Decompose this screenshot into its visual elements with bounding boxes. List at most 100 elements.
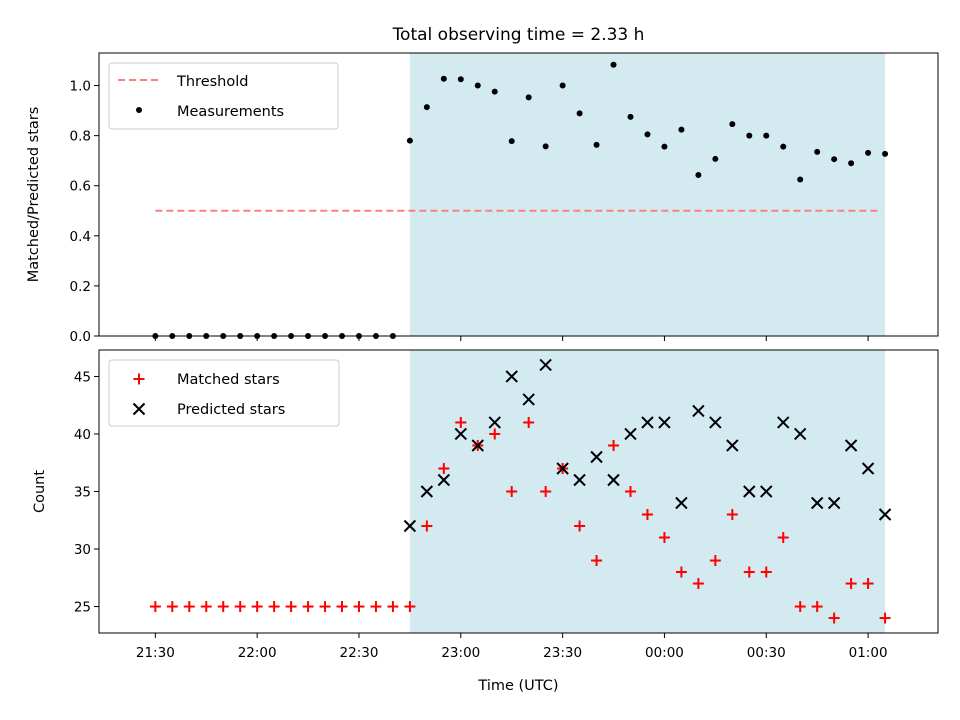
predicted-star-point xyxy=(624,427,637,441)
matched-star-point xyxy=(149,601,161,613)
matched-star-point xyxy=(692,578,704,590)
bottom-plot-area xyxy=(149,358,892,624)
matched-star-point xyxy=(760,566,772,578)
predicted-star-point xyxy=(675,496,688,510)
matched-star-point xyxy=(455,416,467,428)
x-tick-label: 23:30 xyxy=(543,645,582,661)
matched-star-point xyxy=(438,462,450,474)
x-tick-label: 22:00 xyxy=(238,645,277,661)
bottom-legend: Matched stars Predicted stars xyxy=(108,359,340,427)
predicted-star-point xyxy=(488,416,501,429)
matched-star-point xyxy=(608,439,620,451)
legend-matched-swatch xyxy=(133,373,145,385)
measurement-point xyxy=(746,132,753,139)
measurement-point xyxy=(848,160,855,167)
y-tick-label: 25 xyxy=(74,600,91,616)
bottom-legend-box xyxy=(108,359,340,427)
matched-star-point xyxy=(845,578,857,590)
measurement-point xyxy=(474,82,481,89)
legend-matched-label: Matched stars xyxy=(177,372,280,388)
measurement-point xyxy=(508,138,515,145)
y-tick-label: 0.0 xyxy=(70,329,91,345)
measurement-point xyxy=(457,76,464,83)
y-tick-label: 0.4 xyxy=(70,229,91,245)
predicted-star-point xyxy=(403,519,417,533)
measurement-point xyxy=(780,143,787,150)
matched-star-point xyxy=(285,601,297,613)
legend-measurements-swatch xyxy=(136,107,142,113)
matched-star-point xyxy=(658,532,670,544)
matched-star-point xyxy=(540,486,552,497)
matched-star-point xyxy=(828,612,840,624)
legend-plus-marker xyxy=(133,373,145,385)
measurement-point xyxy=(678,126,685,133)
measurement-point xyxy=(661,143,668,150)
top-legend-box xyxy=(108,62,339,130)
y-tick-label: 30 xyxy=(74,542,91,558)
matched-star-point xyxy=(404,601,416,613)
bottom-y-axis-label: Count xyxy=(32,470,48,513)
x-tick-label: 22:30 xyxy=(340,645,379,661)
matched-star-point xyxy=(234,601,246,613)
y-tick-label: 0.8 xyxy=(70,129,91,145)
measurement-point xyxy=(831,156,838,163)
measurement-point xyxy=(712,155,719,162)
y-tick-label: 0.6 xyxy=(70,179,91,195)
measurement-point xyxy=(559,82,566,89)
y-tick-label: 0.2 xyxy=(70,279,91,295)
predicted-star-point xyxy=(827,496,841,510)
matched-star-point xyxy=(675,566,687,578)
top-x-axis xyxy=(154,336,869,341)
matched-star-point xyxy=(777,532,789,544)
x-tick-label: 00:30 xyxy=(747,645,786,661)
measurement-point xyxy=(882,150,889,157)
measurement-point xyxy=(576,110,583,117)
x-axis-label: Time (UTC) xyxy=(477,678,558,694)
measurement-point xyxy=(525,94,532,101)
matched-star-point xyxy=(625,486,637,497)
y-tick-label: 35 xyxy=(74,485,91,501)
measurement-point xyxy=(644,131,651,138)
legend-x-marker xyxy=(132,402,146,416)
measurement-point xyxy=(797,176,804,183)
measurement-point xyxy=(406,137,413,144)
predicted-star-point xyxy=(454,427,468,441)
predicted-star-point xyxy=(760,485,773,498)
matched-star-point xyxy=(387,601,399,613)
x-tick-label: 01:00 xyxy=(849,645,888,661)
predicted-star-point xyxy=(844,439,858,452)
measurement-point xyxy=(440,75,447,82)
matched-star-point xyxy=(319,601,331,613)
measurement-point xyxy=(865,149,872,156)
matched-star-point xyxy=(200,601,212,613)
matched-star-point xyxy=(726,509,738,521)
matched-star-point xyxy=(336,601,348,613)
legend-threshold-label: Threshold xyxy=(176,74,248,90)
predicted-star-point xyxy=(522,393,535,406)
matched-star-point xyxy=(302,601,314,613)
matched-star-point xyxy=(879,612,891,624)
top-axes-frame xyxy=(98,52,939,337)
bottom-y-axis: 25 30 35 40 45 xyxy=(74,369,99,616)
predicted-star-point xyxy=(471,439,484,452)
predicted-star-point xyxy=(420,485,434,498)
measurement-point xyxy=(610,61,617,68)
predicted-star-point xyxy=(556,462,569,475)
legend-measurements-label: Measurements xyxy=(177,104,284,120)
predicted-star-point xyxy=(793,427,807,441)
matched-star-point xyxy=(641,509,653,521)
matched-star-point xyxy=(506,486,518,497)
predicted-star-point xyxy=(590,450,603,464)
predicted-star-point xyxy=(810,496,824,510)
y-tick-label: 1.0 xyxy=(70,79,91,95)
matched-star-point xyxy=(794,601,806,613)
matched-star-point xyxy=(166,601,178,613)
predicted-star-point xyxy=(641,416,654,429)
predicted-star-point xyxy=(573,473,586,487)
predicted-star-point xyxy=(658,416,671,429)
predicted-star-point xyxy=(539,358,552,372)
predicted-star-point xyxy=(692,404,705,418)
matched-star-point xyxy=(370,601,382,613)
y-tick-label: 40 xyxy=(74,427,91,443)
